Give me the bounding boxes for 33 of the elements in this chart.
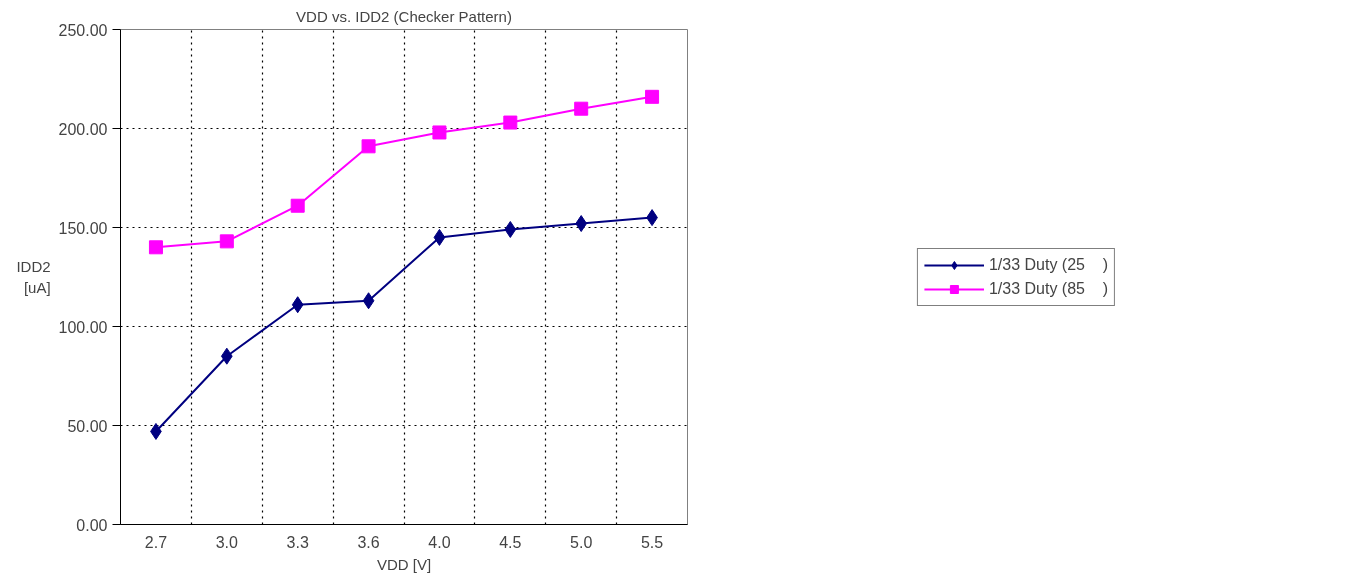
x-tick-label: 5.0 (570, 533, 593, 551)
point (503, 115, 518, 130)
point (361, 139, 376, 154)
x-tick-label: 5.5 (640, 533, 664, 551)
point (290, 198, 305, 213)
point (362, 292, 375, 310)
legend-label: 1/33 Duty (25 ) (988, 255, 1109, 274)
x-tick-label: 4.0 (428, 533, 451, 551)
point (432, 125, 447, 140)
y-tick-label: 200.00 (58, 120, 108, 138)
point (575, 215, 588, 233)
y-tick-label: 0.00 (76, 516, 108, 534)
y-tick-label: 250.00 (58, 21, 108, 39)
chart-title: VDD vs. IDD2 (Checker Pattern) (296, 7, 512, 25)
point (574, 101, 589, 116)
point (645, 89, 660, 104)
x-tick-label: 3.0 (215, 533, 239, 551)
point (148, 240, 163, 255)
x-axis-title: VDD [V] (376, 555, 432, 573)
x-tick-label: 4.5 (499, 533, 522, 551)
point (220, 347, 233, 365)
y-axis-title: IDD2 [uA] (16, 258, 51, 296)
point (291, 296, 304, 314)
x-tick-label: 3.6 (357, 533, 380, 551)
y-tick-label: 50.00 (67, 417, 108, 435)
point (433, 228, 446, 246)
x-tick-label: 2.7 (144, 533, 168, 551)
y-tick-label: 150.00 (58, 219, 108, 237)
point (504, 220, 517, 238)
x-tick-label: 3.3 (286, 533, 309, 551)
point (219, 234, 234, 249)
legend-label: 1/33 Duty (85 ) (988, 279, 1109, 298)
y-tick-label: 100.00 (58, 318, 108, 336)
